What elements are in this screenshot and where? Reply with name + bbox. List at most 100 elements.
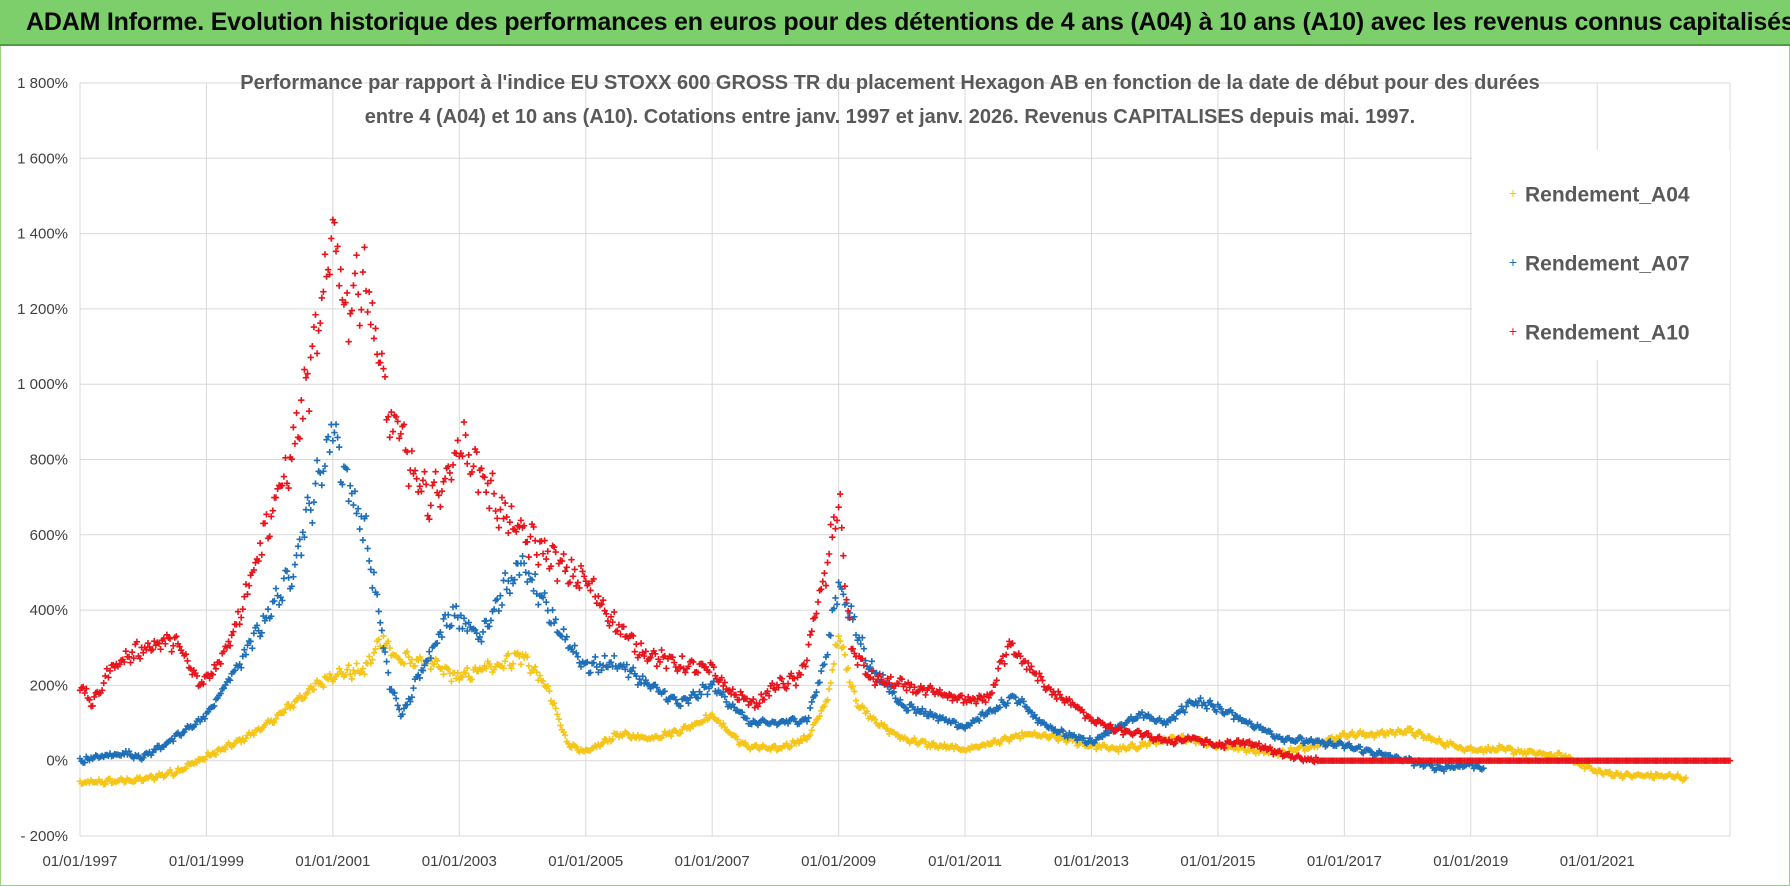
data-point	[580, 573, 588, 580]
data-point	[332, 248, 340, 255]
data-point	[445, 665, 452, 673]
data-point	[487, 477, 495, 484]
data-point	[449, 603, 457, 611]
data-point	[335, 665, 343, 672]
data-point	[854, 661, 861, 669]
series-rendement-a10	[76, 216, 1734, 766]
data-point	[335, 443, 343, 451]
data-point	[386, 644, 393, 652]
data-point	[563, 633, 570, 640]
data-point	[642, 676, 650, 684]
data-point	[934, 690, 942, 697]
data-point	[873, 669, 880, 677]
data-point	[739, 709, 746, 716]
data-point	[256, 633, 264, 640]
data-point	[411, 662, 419, 670]
data-point	[623, 661, 631, 668]
data-point	[272, 585, 280, 592]
data-point	[539, 550, 547, 557]
data-point	[827, 632, 834, 639]
data-point	[848, 602, 855, 610]
data-point	[140, 649, 147, 656]
data-point	[498, 601, 506, 609]
data-point	[517, 517, 525, 524]
data-point	[231, 667, 239, 674]
data-point	[998, 657, 1005, 664]
data-point	[217, 660, 224, 667]
chart-title-line-1: Performance par rapport à l'indice EU ST…	[240, 72, 1539, 94]
page-title: ADAM Informe. Evolution historique des p…	[0, 0, 1790, 46]
data-point	[296, 435, 303, 442]
data-point	[426, 516, 433, 523]
data-point	[832, 594, 839, 602]
data-point	[506, 590, 514, 597]
data-point	[1006, 738, 1013, 745]
data-point	[669, 654, 676, 661]
data-point	[1368, 748, 1375, 755]
data-point	[408, 693, 416, 701]
data-point	[813, 688, 820, 696]
data-point	[310, 498, 318, 506]
data-point	[718, 674, 725, 681]
data-point	[1198, 738, 1206, 745]
data-point	[350, 501, 357, 509]
data-point	[732, 691, 740, 698]
data-point	[720, 682, 727, 690]
data-point	[358, 306, 365, 313]
data-point	[1206, 697, 1214, 704]
y-tick-label: 1 000%	[17, 376, 68, 393]
data-point	[652, 650, 659, 658]
data-point	[520, 560, 528, 567]
data-point	[653, 663, 661, 670]
data-point	[750, 696, 757, 703]
data-point	[697, 691, 705, 698]
data-point	[972, 700, 980, 707]
data-point	[802, 663, 809, 670]
data-point	[1484, 743, 1492, 751]
data-point	[720, 688, 727, 696]
data-point	[495, 524, 503, 531]
data-point	[742, 739, 749, 747]
data-point	[313, 457, 321, 464]
data-point	[228, 631, 235, 639]
data-point	[271, 719, 278, 726]
data-point	[275, 601, 283, 608]
data-point	[266, 533, 273, 540]
data-point	[547, 563, 555, 570]
data-point	[372, 645, 379, 653]
data-point	[835, 579, 842, 586]
data-point	[808, 727, 815, 734]
data-point	[835, 503, 842, 511]
data-point	[345, 661, 352, 669]
legend-label-a04: Rendement_A04	[1525, 184, 1690, 207]
data-point	[151, 638, 158, 645]
data-point	[576, 584, 583, 592]
data-point	[610, 652, 618, 660]
data-point	[328, 235, 335, 242]
data-point	[182, 650, 190, 658]
data-point	[833, 517, 841, 524]
data-point	[525, 570, 533, 577]
data-point	[936, 686, 943, 694]
data-point	[369, 299, 376, 307]
data-point	[596, 660, 604, 668]
data-point	[830, 605, 838, 612]
data-point	[256, 540, 264, 547]
data-point	[403, 648, 411, 655]
data-point	[490, 490, 498, 497]
data-point	[620, 623, 627, 630]
data-point	[249, 645, 256, 652]
data-point	[342, 299, 349, 306]
data-point	[844, 607, 852, 615]
data-point	[562, 732, 569, 739]
data-point	[599, 596, 607, 604]
data-point	[299, 529, 307, 536]
data-point	[435, 492, 442, 499]
data-point	[424, 512, 431, 519]
data-point	[1650, 775, 1658, 782]
data-point	[222, 746, 229, 753]
data-point	[1023, 704, 1030, 711]
data-point	[1181, 709, 1188, 716]
data-point	[639, 673, 646, 680]
data-point	[851, 688, 858, 695]
